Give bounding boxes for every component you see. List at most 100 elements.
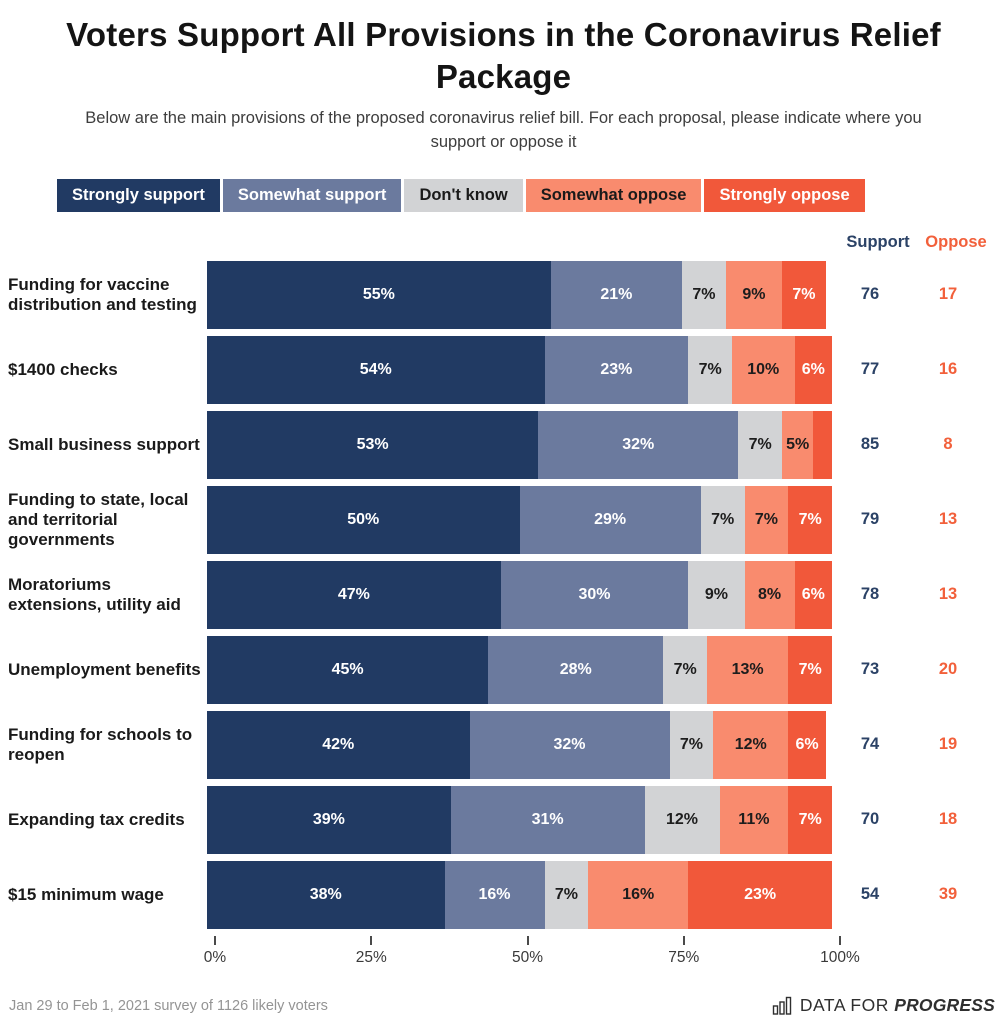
legend-item-somewhat-support: Somewhat support — [222, 178, 402, 212]
stacked-bar: 45% 28% 7% 13% 7% — [207, 635, 832, 704]
row-label: $1400 checks — [8, 359, 118, 379]
legend-item-strongly-oppose: Strongly oppose — [704, 178, 865, 212]
bar-segment-strongly-oppose — [813, 410, 832, 479]
oppose-value: 19 — [938, 735, 958, 754]
support-value: 77 — [860, 360, 880, 379]
brand-text: DATA FOR PROGRESS — [800, 995, 995, 1016]
bar-segment-somewhat-oppose: 7% — [744, 485, 789, 554]
chart-row: $1400 checks 54% 23% 7% 10% 6% 77 16 — [0, 335, 1007, 404]
bar-segment-don-t-know: 12% — [644, 785, 720, 854]
row-label: Funding for vaccine distribution and tes… — [8, 274, 197, 314]
bar-segment-don-t-know: 7% — [663, 635, 707, 704]
bar-segment-somewhat-support: 21% — [550, 260, 682, 329]
chart-row: Moratoriums extensions, utility aid 47% 30… — [0, 560, 1007, 629]
bar-segment-strongly-support: 53% — [207, 410, 539, 479]
chart-row: Funding to state, local and territorial … — [0, 485, 1007, 554]
survey-note: Jan 29 to Feb 1, 2021 survey of 1126 lik… — [9, 997, 328, 1014]
stacked-bar: 39% 31% 12% 11% 7% — [207, 785, 832, 854]
bar-segment-don-t-know: 9% — [688, 560, 745, 629]
stacked-bar: 54% 23% 7% 10% 6% — [207, 335, 832, 404]
bar-segment-don-t-know: 7% — [544, 860, 589, 929]
bar-segment-strongly-support: 39% — [207, 785, 451, 854]
oppose-value: 39 — [938, 885, 958, 904]
row-label: $15 minimum wage — [8, 884, 164, 904]
bar-segment-somewhat-oppose: 9% — [725, 260, 782, 329]
stacked-bar: 47% 30% 9% 8% 6% — [207, 560, 832, 629]
column-headers: Support Oppose — [840, 233, 1007, 252]
bar-segment-don-t-know: 7% — [688, 335, 732, 404]
bar-segment-strongly-oppose: 7% — [788, 485, 832, 554]
page-title: Voters Support All Provisions in the Cor… — [66, 16, 941, 96]
bar-segment-strongly-oppose: 7% — [788, 635, 832, 704]
bar-segment-strongly-support: 54% — [207, 335, 545, 404]
support-value: 74 — [860, 735, 880, 754]
bar-segment-strongly-oppose: 6% — [794, 560, 832, 629]
bar-segment-somewhat-support: 30% — [500, 560, 689, 629]
support-value: 54 — [860, 885, 880, 904]
brand-prefix: DATA FOR — [799, 995, 895, 1015]
bar-segment-somewhat-support: 29% — [519, 485, 701, 554]
oppose-value: 13 — [938, 510, 958, 529]
axis-tick-label: 25% — [355, 948, 387, 966]
bar-segment-somewhat-oppose: 13% — [707, 635, 789, 704]
bar-chart-icon — [772, 996, 792, 1015]
bar-segment-somewhat-support: 16% — [444, 860, 545, 929]
row-label: Funding to state, local and territorial … — [8, 489, 189, 549]
oppose-value: 17 — [938, 285, 958, 304]
axis-tick-label: 50% — [511, 948, 544, 966]
bar-segment-somewhat-oppose: 5% — [782, 410, 814, 479]
chart-row: Unemployment benefits 45% 28% 7% 13% 7% 73 20 — [0, 635, 1007, 704]
legend-item-somewhat-oppose: Somewhat oppose — [525, 178, 702, 212]
oppose-value: 13 — [938, 585, 958, 604]
support-column-header: Support — [846, 232, 910, 251]
bar-segment-somewhat-support: 23% — [544, 335, 689, 404]
row-label: Expanding tax credits — [8, 809, 185, 829]
bar-segment-strongly-oppose: 7% — [788, 785, 832, 854]
row-label: Unemployment benefits — [8, 659, 201, 679]
chart-row: Expanding tax credits 39% 31% 12% 11% 7% 70 18 — [0, 785, 1007, 854]
bar-segment-somewhat-support: 28% — [488, 635, 664, 704]
axis-tick-mark — [682, 935, 685, 945]
bar-segment-don-t-know: 7% — [682, 260, 726, 329]
axis-tick-mark — [526, 935, 529, 945]
oppose-value: 16 — [938, 360, 958, 379]
bar-segment-somewhat-oppose: 11% — [719, 785, 789, 854]
axis-tick-mark — [370, 935, 373, 945]
legend-item-don-t-know: Don't know — [404, 178, 523, 212]
brand-logo: DATA FOR PROGRESS — [772, 995, 995, 1016]
support-value: 76 — [860, 285, 880, 304]
bar-segment-somewhat-oppose: 12% — [713, 710, 789, 779]
bar-segment-somewhat-support: 31% — [450, 785, 645, 854]
page-subtitle: Below are the main provisions of the pro… — [85, 109, 922, 151]
legend: Strongly support Somewhat support Don't kn… — [57, 178, 1007, 212]
axis-tick-label: 100% — [820, 948, 860, 966]
bar-segment-strongly-support: 47% — [207, 560, 501, 629]
row-label: Funding for schools to reopen — [8, 724, 193, 764]
support-value: 78 — [860, 585, 880, 604]
chart-row: Small business support 53% 32% 7% 5% 85 8 — [0, 410, 1007, 479]
support-value: 73 — [860, 660, 880, 679]
stacked-bar: 50% 29% 7% 7% 7% — [207, 485, 832, 554]
bar-segment-strongly-support: 45% — [207, 635, 489, 704]
oppose-value: 20 — [938, 660, 958, 679]
bar-segment-strongly-support: 50% — [207, 485, 520, 554]
brand-name: PROGRESS — [894, 995, 995, 1015]
bar-segment-somewhat-support: 32% — [469, 710, 670, 779]
stacked-bar-chart: Funding for vaccine distribution and tes… — [0, 260, 1007, 929]
bar-segment-don-t-know: 7% — [669, 710, 714, 779]
chart-row: Funding for schools to reopen 42% 32% 7% 12%… — [0, 710, 1007, 779]
row-label: Moratoriums extensions, utility aid — [8, 574, 181, 614]
chart-row: Funding for vaccine distribution and tes… — [0, 260, 1007, 329]
bar-segment-don-t-know: 7% — [700, 485, 745, 554]
stacked-bar: 55% 21% 7% 9% 7% — [207, 260, 832, 329]
bar-segment-strongly-oppose: 6% — [788, 710, 826, 779]
bar-segment-strongly-support: 38% — [207, 860, 445, 929]
stacked-bar: 53% 32% 7% 5% — [207, 410, 832, 479]
oppose-value: 8 — [943, 435, 953, 454]
support-value: 85 — [860, 435, 880, 454]
x-axis: 0% 25% 50% 75% 100% — [204, 935, 860, 970]
bar-segment-strongly-oppose: 23% — [688, 860, 832, 929]
axis-tick-mark — [839, 935, 841, 945]
support-value: 70 — [860, 810, 880, 829]
